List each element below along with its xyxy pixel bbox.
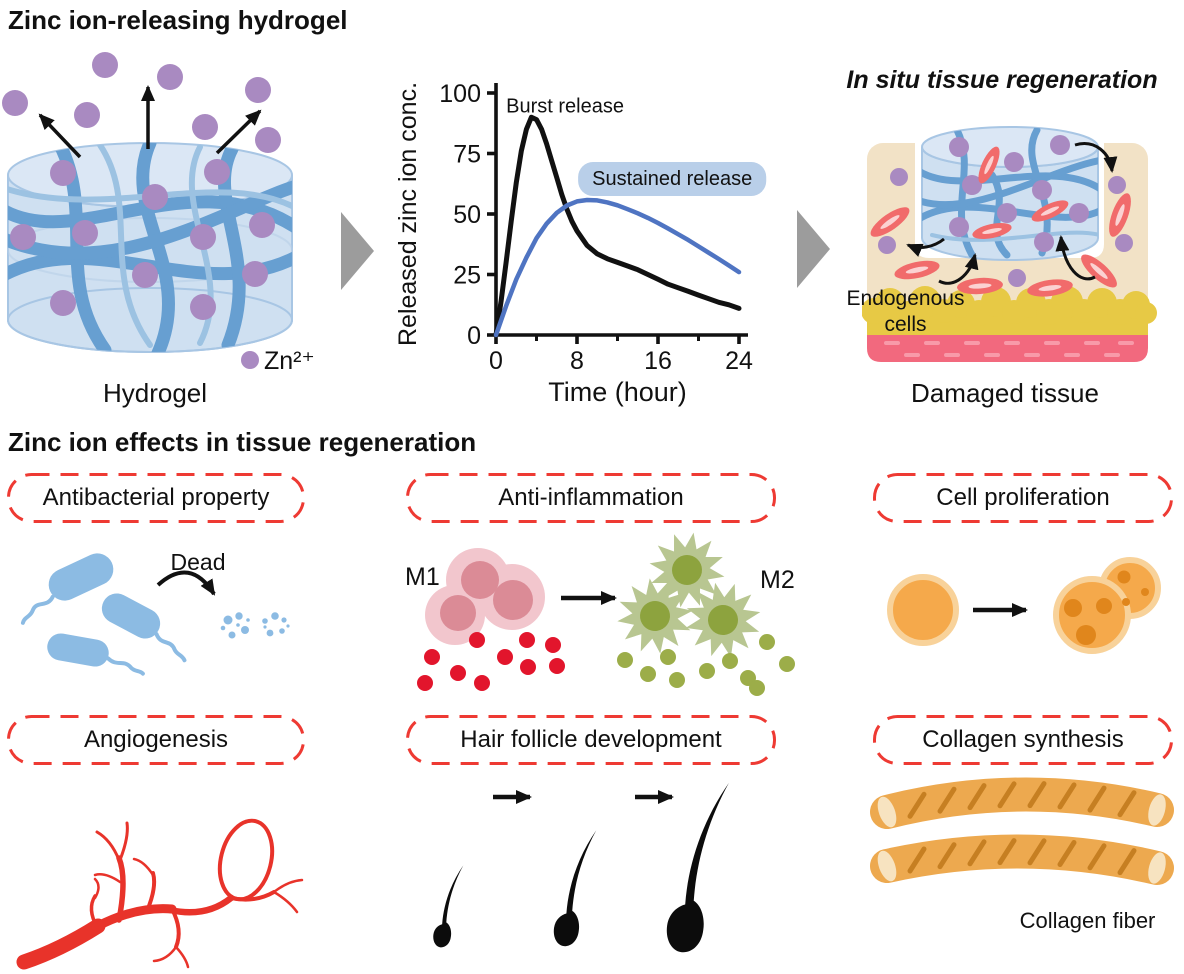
m1-cytokine-dots — [417, 632, 565, 691]
top-section-title: Zinc ion-releasing hydrogel — [8, 5, 348, 35]
regeneration-title: In situ tissue regeneration — [846, 66, 1158, 94]
x-tick-label: 24 — [725, 347, 753, 375]
dashed-border-icon — [873, 715, 1173, 765]
bacterium-icon — [101, 593, 187, 663]
y-tick-label: 75 — [453, 141, 481, 169]
m2-label: M2 — [760, 566, 795, 594]
bottom-section-title: Zinc ion effects in tissue regeneration — [8, 427, 477, 457]
release-profile-chart: 0 25 50 75 100 0 8 16 24 Released zinc ion conc. T… — [398, 80, 767, 407]
bacterium-icon — [20, 553, 114, 625]
panel-label-text: Antibacterial property — [42, 484, 270, 511]
panel-label-text: Hair follicle development — [460, 726, 722, 753]
endogenous-cells-line2: cells — [884, 312, 927, 336]
endogenous-cells-line1: Endogenous — [846, 287, 965, 310]
annotation-pill-bg — [578, 161, 767, 196]
damaged-tissue-caption: Damaged tissue — [911, 378, 1099, 408]
chart-annotation: Burst release — [506, 95, 624, 117]
m1-macrophage-icons — [425, 548, 545, 645]
single-cell-icon — [887, 574, 959, 646]
y-tick-label: 0 — [467, 322, 481, 350]
implanted-gel-icon — [921, 126, 1099, 261]
x-tick-label: 8 — [570, 347, 584, 375]
antibacterial-illustration: Dead — [20, 549, 290, 676]
flow-arrow-icon — [341, 212, 374, 290]
damaged-tissue-illustration — [862, 126, 1157, 362]
collagen-fiber-icon — [870, 777, 1174, 829]
collagen-illustration — [870, 777, 1174, 885]
release-arrow-icons — [38, 85, 262, 159]
dashed-border-icon — [7, 715, 305, 765]
m1-label: M1 — [405, 563, 440, 591]
muscle-texture — [884, 341, 1134, 357]
hydrogel-caption: Hydrogel — [102, 378, 208, 408]
dead-label: Dead — [171, 549, 226, 575]
hair-small-icon — [433, 865, 464, 948]
hair-follicle-illustration — [433, 782, 729, 953]
bacterium-icon — [47, 633, 145, 676]
x-tick-label: 16 — [644, 347, 672, 375]
panel-label-text: Collagen synthesis — [922, 726, 1124, 753]
zn-ion-dot-icon — [241, 351, 259, 369]
zinc-ions-in-gel — [10, 159, 275, 320]
dividing-cells-icon — [1053, 557, 1161, 654]
panel-label-text: Angiogenesis — [83, 726, 229, 753]
m2-macrophage-icons — [612, 528, 771, 668]
ions-in-tissue — [878, 168, 1133, 287]
dead-bacteria-debris-icon — [220, 612, 290, 639]
panel-label-collagen: Collagen synthesis — [872, 714, 1174, 766]
zn-ion-legend-text: Zn²⁺ — [264, 347, 315, 375]
panel-label-angiogenesis: Angiogenesis — [6, 714, 306, 766]
anti-inflammation-illustration: M1 M2 — [405, 528, 795, 696]
y-tick-label: 25 — [453, 262, 481, 290]
series-burst-release — [493, 114, 742, 338]
dead-arrow-icon — [156, 570, 216, 596]
panel-label-antibacterial: Antibacterial property — [6, 472, 306, 524]
blood-vessel-icon — [16, 818, 304, 970]
m2-cytokine-dots — [617, 634, 795, 696]
zn-ion-legend: Zn²⁺ — [241, 347, 315, 375]
y-axis-label: Released zinc ion conc. — [398, 82, 422, 346]
collagen-fiber-icon — [870, 834, 1174, 885]
chart-annotation: Sustained release — [592, 168, 752, 190]
panel-label-text: Cell proliferation — [936, 484, 1110, 511]
dashed-border-icon — [406, 715, 776, 765]
migration-arrow-icons — [906, 142, 1118, 285]
x-tick-label: 0 — [489, 347, 503, 375]
angiogenesis-illustration — [16, 818, 304, 970]
collagen-fiber-caption: Collagen fiber — [1019, 908, 1156, 933]
dashed-border-icon — [7, 473, 305, 523]
dashed-border-icon — [406, 473, 776, 523]
hydrogel-disc-icon — [7, 142, 293, 353]
y-tick-label: 50 — [453, 201, 481, 229]
series-sustained-release — [493, 197, 742, 338]
hair-large-icon — [666, 782, 729, 953]
panel-label-hair-follicle: Hair follicle development — [405, 714, 777, 766]
endogenous-cells-label: Endogenous cells — [833, 286, 978, 337]
panel-label-text: Anti-inflammation — [498, 484, 684, 511]
panel-label-anti-inflammation: Anti-inflammation — [405, 472, 777, 524]
x-axis-label: Time (hour) — [548, 377, 687, 407]
flow-arrow-icon — [797, 210, 830, 288]
dashed-border-icon — [873, 473, 1173, 523]
hydrogel-illustration: Zn²⁺ — [2, 52, 315, 375]
panel-label-cell-proliferation: Cell proliferation — [872, 472, 1174, 524]
cell-proliferation-illustration — [887, 557, 1161, 654]
released-zinc-ions — [2, 52, 281, 153]
hair-medium-icon — [553, 830, 597, 947]
y-tick-label: 100 — [439, 80, 481, 108]
